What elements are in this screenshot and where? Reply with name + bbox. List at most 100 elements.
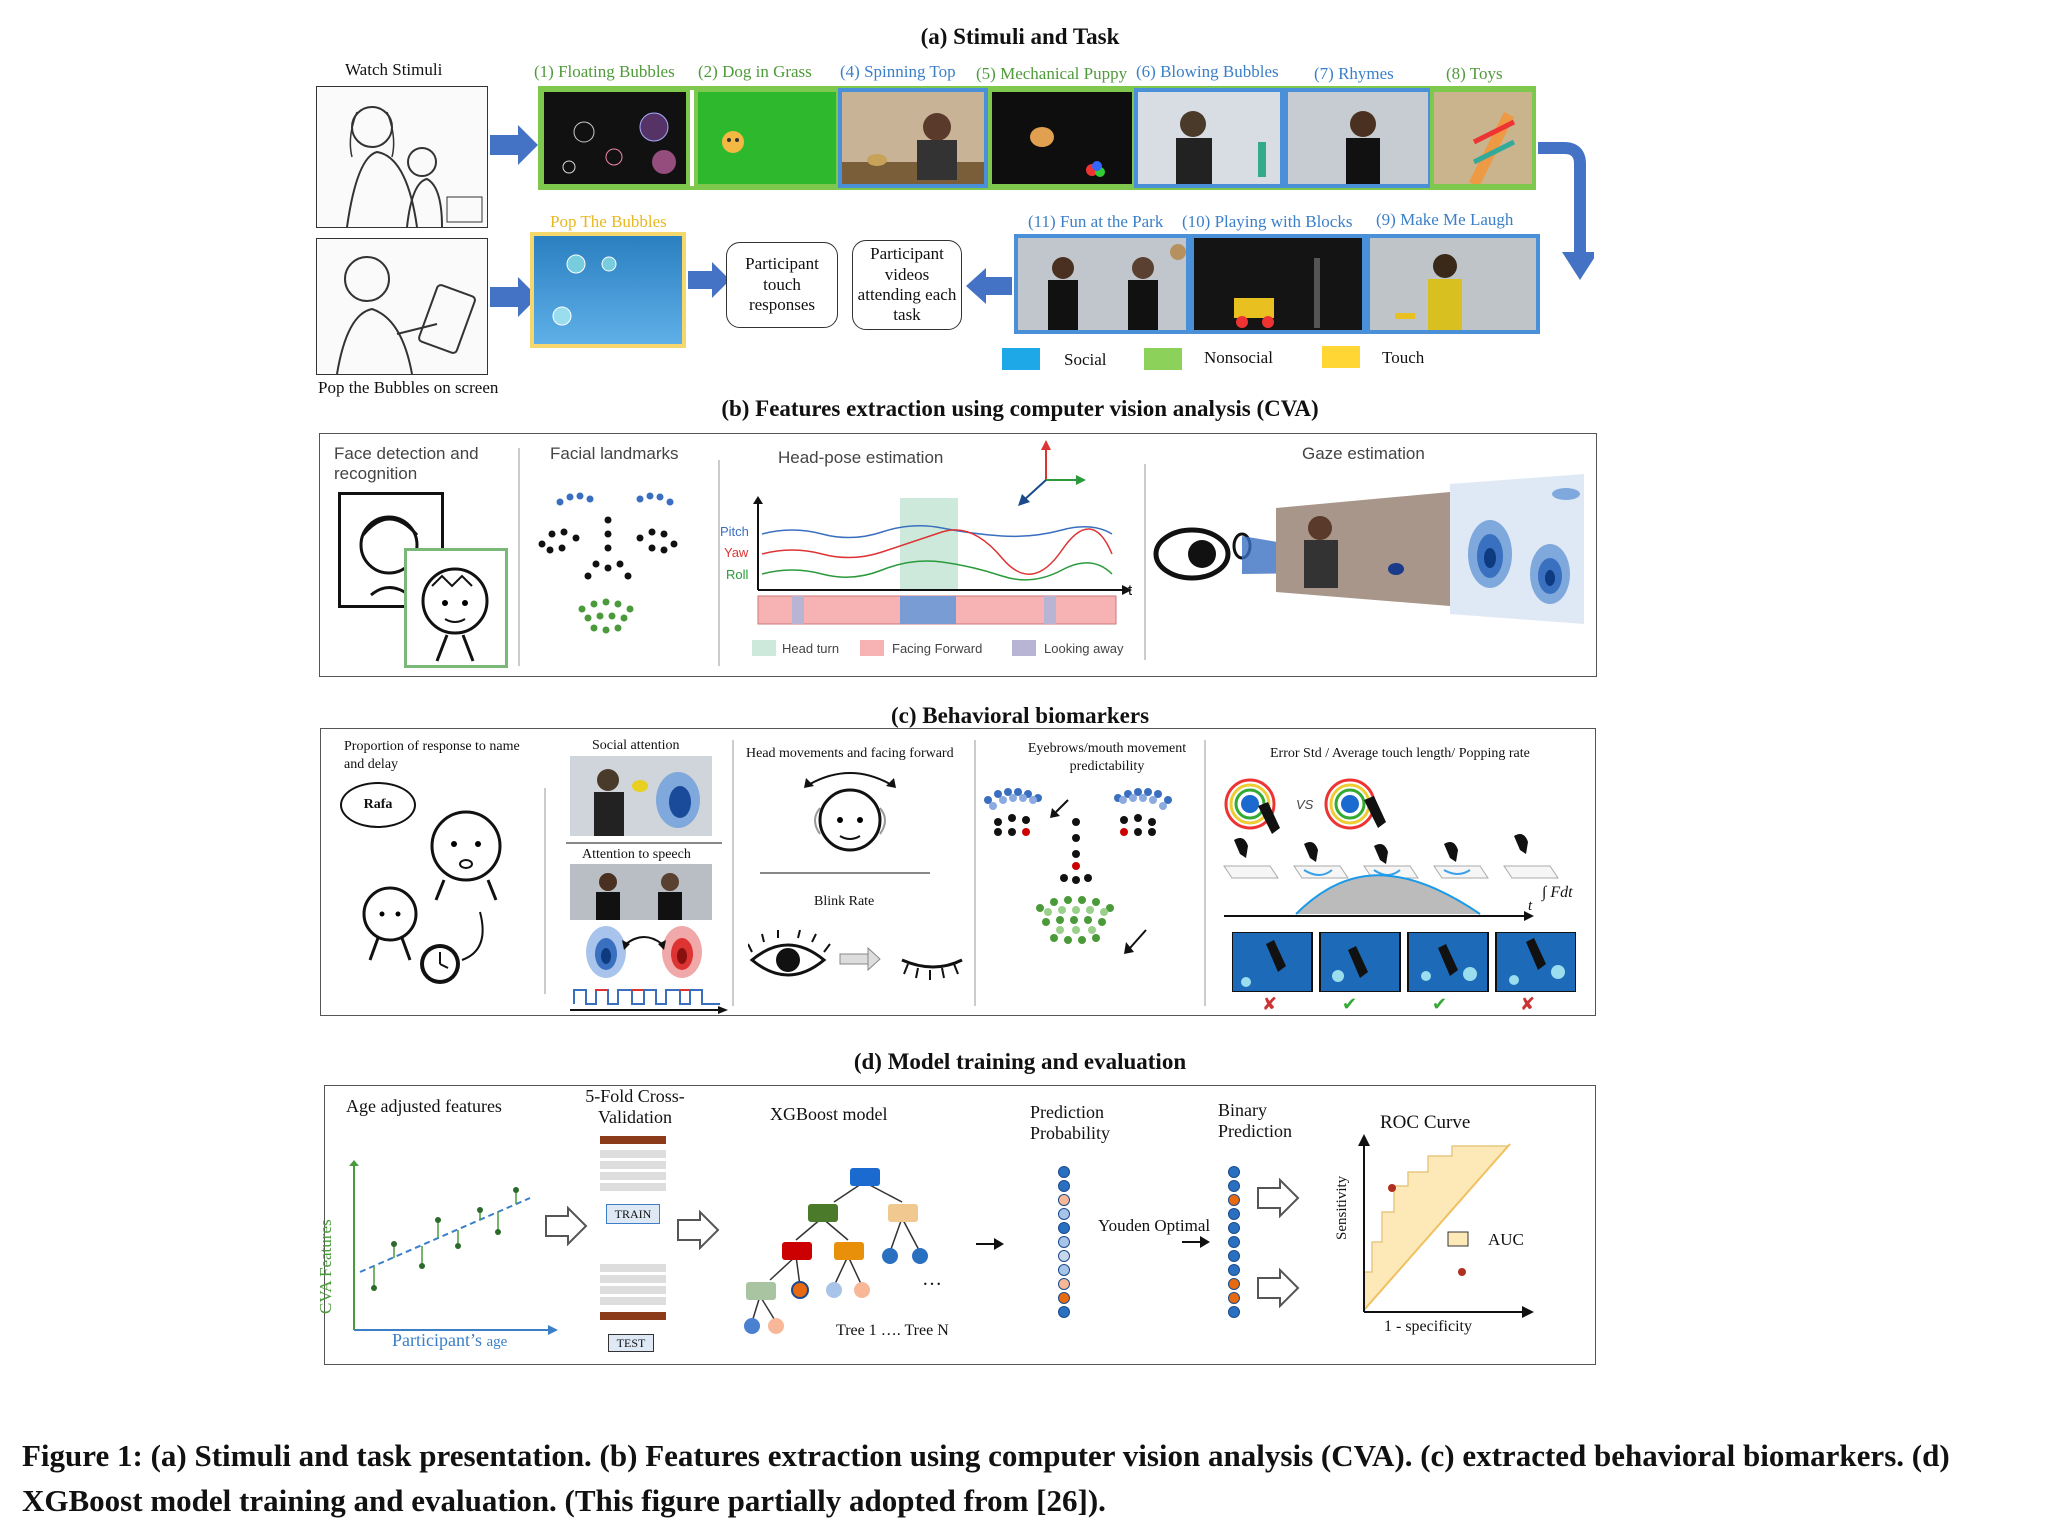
x-axis-label: Participant’s age <box>392 1330 507 1351</box>
panel-a-title: (a) Stimuli and Task <box>920 24 1120 49</box>
pop-the-bubbles-thumb <box>530 232 686 348</box>
legend-swatch-nonsocial <box>1144 348 1182 370</box>
legend-facing-forward-label: Facing Forward <box>892 641 983 656</box>
xgboost-label: XGBoost model <box>770 1104 888 1124</box>
attention-speech-label: Attention to speech <box>582 847 691 862</box>
stimulus-label-9: (9) Make Me Laugh <box>1376 210 1514 229</box>
figure-caption: Figure 1: (a) Stimuli and task presentat… <box>22 1438 1950 1518</box>
arrow-down-curve-icon <box>1538 142 1594 280</box>
vs-label: VS <box>1296 797 1314 812</box>
arrow-right-icon <box>490 125 538 165</box>
legend-social-label: Social <box>1064 350 1107 369</box>
divider <box>974 740 976 1006</box>
series-roll-label: Roll <box>726 567 749 582</box>
youden-label: Youden Optimal <box>1098 1216 1211 1235</box>
watch-stimuli-sketch <box>316 86 488 228</box>
stimulus-label-7: (7) Rhymes <box>1314 64 1394 83</box>
roc-curve-plot <box>1358 1134 1534 1318</box>
speech-bubble: Rafa <box>340 782 416 828</box>
pop-the-bubbles-label: Pop The Bubbles <box>550 212 667 231</box>
blink-icon <box>748 930 963 980</box>
stimulus-thumb-floating-bubbles <box>540 88 690 188</box>
stimulus-thumb-toys <box>1430 88 1536 188</box>
attention-heatmaps <box>570 926 728 1014</box>
touch-target-icon <box>1224 778 1280 834</box>
correct-mark-icon: ✔ <box>1342 994 1358 1014</box>
age-adjusted-label: Age adjusted features <box>346 1096 502 1116</box>
stimulus-label-4: (4) Spinning Top <box>840 62 956 81</box>
fold-bar-bottom <box>600 1312 666 1320</box>
divider <box>544 788 546 994</box>
integral-label: ∫ Fdt <box>1542 884 1573 901</box>
series-yaw-label: Yaw <box>724 545 749 560</box>
stimulus-thumb-make-laugh <box>1366 234 1540 334</box>
touch-target-icon <box>1324 778 1386 830</box>
name-response-illustration <box>362 810 502 984</box>
participant-touch-box: Participant touch responses <box>726 242 838 328</box>
panel-c-title: (c) Behavioral biomarkers <box>890 703 1150 728</box>
stimulus-thumb-rhymes <box>1284 88 1432 188</box>
face-detection-label: Face detection and recognition <box>334 444 479 483</box>
panel-b-title: (b) Features extraction using computer v… <box>721 396 1319 421</box>
touch-metrics-label: Error Std / Average touch length/ Poppin… <box>1270 746 1530 761</box>
stimulus-label-5: (5) Mechanical Puppy <box>976 64 1128 83</box>
pop-bubbles-screen-label: Pop the Bubbles on screen <box>318 378 499 397</box>
stimulus-thumb-blowing-bubbles <box>1134 88 1284 188</box>
hollow-arrow-right-icon <box>677 1210 720 1250</box>
legend-looking-away-label: Looking away <box>1044 641 1124 656</box>
arrow-right-icon <box>688 262 730 298</box>
divider <box>718 460 720 666</box>
eyebrows-label: Eyebrows/mouth movement predictability <box>1027 741 1187 774</box>
arrow-right-icon <box>1182 1236 1210 1248</box>
legend-head-turn-label: Head turn <box>782 641 840 656</box>
stimulus-thumb-playing-blocks <box>1190 234 1366 334</box>
divider <box>732 740 734 1006</box>
facial-landmarks-label: Facial landmarks <box>550 444 679 463</box>
blink-rate-label: Blink Rate <box>814 894 875 909</box>
touch-force-plot <box>1223 834 1559 921</box>
name-response-label: Proportion of response to name and delay <box>344 739 520 773</box>
participant-videos-box: Participant videos attending each task <box>852 240 962 330</box>
stimulus-label-2: (2) Dog in Grass <box>698 62 812 81</box>
legend-swatch-social <box>1002 348 1040 370</box>
divider <box>566 842 722 844</box>
x-axis-label-main: Participant’s <box>392 1330 487 1350</box>
gaze-label: Gaze estimation <box>1302 444 1425 463</box>
legend-swatch-looking-away <box>1012 640 1036 656</box>
fold-bars <box>600 1264 666 1308</box>
face-recognition-frame <box>404 548 508 668</box>
mother-child-sketch-icon <box>346 106 483 228</box>
legend-nonsocial-label: Nonsocial <box>1204 348 1273 367</box>
cross-validation-label: 5-Fold Cross-Validation <box>585 1086 685 1127</box>
hollow-arrow-right-icon <box>1257 1178 1300 1218</box>
pop-bubbles-sketch <box>316 238 488 375</box>
trees-label: Tree 1 …. Tree N <box>836 1322 949 1339</box>
social-attention-thumb <box>570 756 712 836</box>
fold-bars <box>600 1150 666 1194</box>
head-movements-label: Head movements and facing forward <box>746 746 954 761</box>
sensitivity-axis-label: Sensitivity <box>1334 1175 1350 1240</box>
child-tablet-sketch-icon <box>336 256 476 375</box>
train-label: TRAIN <box>606 1204 660 1224</box>
age-regression-plot <box>349 1160 558 1335</box>
prediction-probability-label: Prediction Probability <box>1030 1102 1110 1143</box>
touch-screens-row <box>1231 931 1577 993</box>
stimulus-label-6: (6) Blowing Bubbles <box>1136 62 1279 81</box>
divider <box>1144 464 1146 660</box>
x-axis-label-age: age <box>486 1334 508 1350</box>
stimulus-thumb-mechanical-puppy <box>988 88 1136 188</box>
binary-column <box>1228 1166 1240 1318</box>
divider <box>1204 740 1206 1006</box>
social-attention-label: Social attention <box>592 738 680 753</box>
stimulus-label-11: (11) Fun at the Park <box>1028 212 1164 231</box>
fold-bar-top <box>600 1136 666 1144</box>
stimulus-label-8: (8) Toys <box>1446 64 1503 83</box>
axes-3d-icon <box>1018 440 1086 506</box>
child-face-icon <box>421 567 489 662</box>
axis-t-label: t <box>1528 898 1533 914</box>
head-pose-plot <box>753 496 1132 625</box>
binary-prediction-label: Binary Prediction <box>1218 1100 1292 1141</box>
head-rotation-icon <box>804 772 896 852</box>
facial-landmarks-plot <box>538 492 678 634</box>
legend-touch-label: Touch <box>1382 348 1425 367</box>
